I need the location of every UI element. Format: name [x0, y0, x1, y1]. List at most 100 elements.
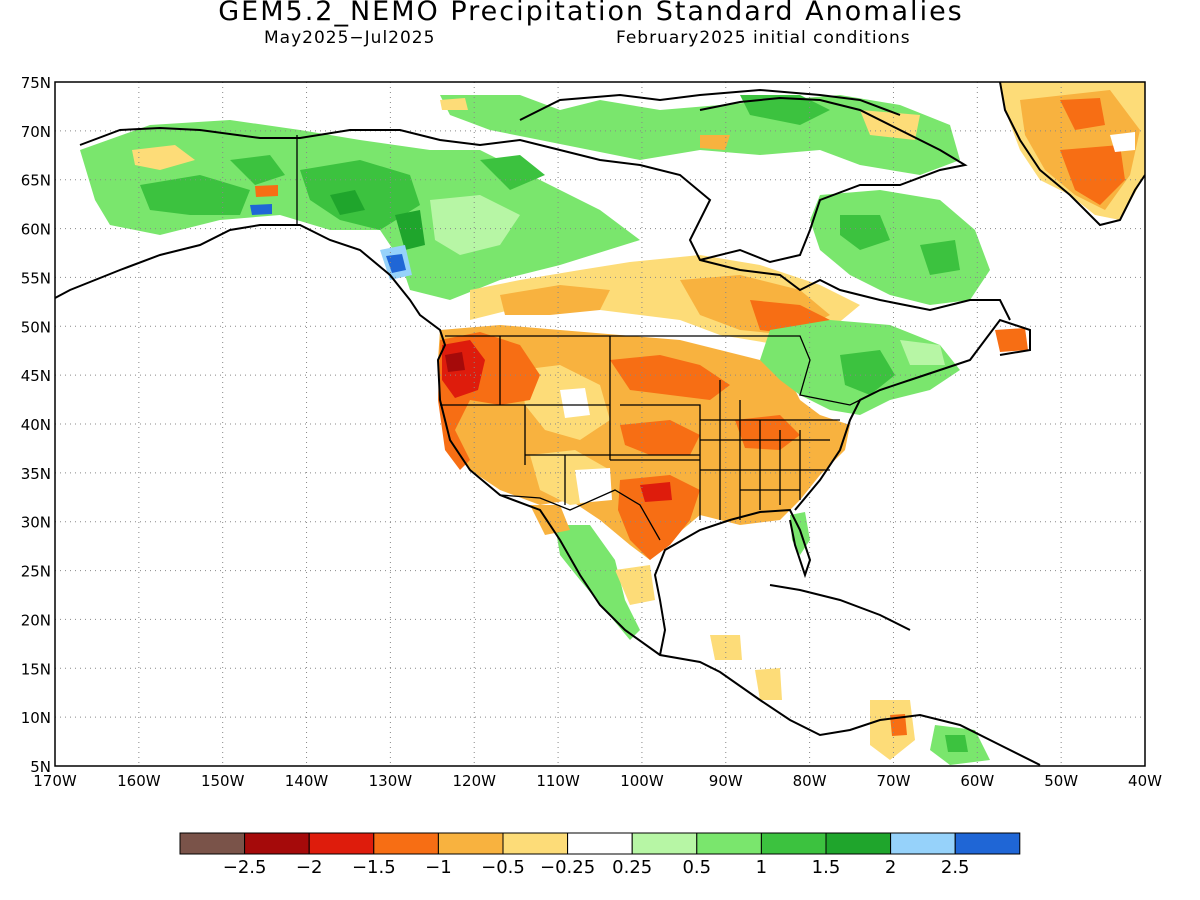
colorbar-swatch	[437, 832, 504, 855]
boundary	[499, 489, 661, 541]
colorbar-label: −2.5	[223, 857, 267, 878]
coastline	[55, 224, 1041, 766]
colorbar-label: 1	[756, 857, 767, 878]
colorbar-swatch	[567, 832, 633, 855]
latitude-axis: 75N 70N 65N 60N 55N 50N 45N 40N 35N 30N 25N 20N 15N 1…	[21, 74, 51, 776]
coastline	[79, 126, 1011, 321]
colorbar-label: −2	[296, 857, 323, 878]
anomaly-region	[618, 475, 700, 560]
longitude-tick-label: 170W	[33, 772, 77, 790]
anomaly-region	[1110, 132, 1135, 152]
anomaly-region	[610, 355, 730, 400]
anomaly-region	[620, 420, 700, 455]
anomaly-region	[555, 525, 640, 640]
longitude-tick-label: 90W	[709, 772, 743, 790]
latitude-tick-label: 65N	[21, 172, 51, 190]
coastline	[699, 96, 968, 264]
latitude-tick-label: 60N	[21, 221, 51, 239]
anomaly-region	[386, 254, 406, 273]
colorbar-swatch	[373, 832, 439, 855]
anomaly-region	[735, 415, 800, 450]
colorbar-swatch	[696, 832, 762, 855]
anomaly-region	[395, 210, 425, 250]
longitude-tick-label: 70W	[877, 772, 911, 790]
colorbar-label: 2	[885, 857, 896, 878]
longitude-axis: 170W 160W 150W 140W 130W 120W 110W 100W 90W 80W 70…	[33, 772, 1162, 790]
latitude-tick-label: 50N	[21, 318, 51, 336]
latitude-tick-label: 10N	[21, 709, 51, 727]
map-title: GEM5.2_NEMO Precipitation Standard Anoma…	[218, 0, 964, 27]
latitude-tick-label: 15N	[21, 660, 51, 678]
anomaly-region	[920, 240, 960, 275]
anomaly-region	[575, 468, 612, 503]
latitude-tick-label: 45N	[21, 367, 51, 385]
colorbar-swatch	[179, 832, 246, 855]
map-frame	[54, 81, 1146, 767]
anomaly-region	[132, 145, 195, 170]
anomaly-region	[995, 328, 1028, 352]
longitude-tick-label: 80W	[793, 772, 827, 790]
anomaly-region	[530, 505, 570, 535]
coastline	[769, 584, 911, 631]
colorbar-label: −0.5	[481, 857, 525, 878]
anomaly-region	[740, 95, 830, 125]
longitude-tick-label: 120W	[452, 772, 496, 790]
coastline	[999, 82, 1145, 227]
initial-conditions-label: February2025 initial conditions	[616, 28, 911, 48]
anomaly-region	[480, 155, 545, 190]
anomaly-region	[560, 388, 590, 418]
anomaly-region	[840, 215, 890, 250]
longitude-tick-label: 130W	[369, 772, 413, 790]
latitude-tick-label: 75N	[21, 74, 51, 92]
longitude-tick-label: 150W	[201, 772, 245, 790]
anomaly-region	[445, 352, 465, 372]
longitude-tick-label: 50W	[1044, 772, 1078, 790]
political-boundaries	[296, 135, 861, 541]
anomaly-region	[500, 285, 610, 315]
colorbar-label: 0.25	[612, 857, 652, 878]
boundary	[445, 335, 861, 406]
anomaly-region	[945, 735, 968, 752]
latitude-tick-label: 55N	[21, 269, 51, 287]
latitude-tick-label: 70N	[21, 123, 51, 141]
anomaly-region	[250, 204, 272, 215]
anomaly-region	[700, 135, 730, 150]
latitude-tick-label: 40N	[21, 416, 51, 434]
anomaly-field	[80, 82, 1145, 765]
colorbar-swatch	[890, 832, 956, 855]
forecast-period: May2025−Jul2025	[264, 28, 436, 48]
anomaly-region	[230, 155, 285, 185]
anomaly-region	[430, 195, 520, 255]
latitude-tick-label: 35N	[21, 465, 51, 483]
longitude-tick-label: 60W	[960, 772, 994, 790]
colorbar-label: −0.25	[540, 857, 595, 878]
anomaly-region	[840, 350, 895, 395]
longitude-tick-label: 160W	[117, 772, 161, 790]
colorbar: −2.5 −2 −1.5 −1 −0.5 −0.25 0.25 0.5 1 1.5 2 2.5	[179, 832, 1021, 878]
latitude-tick-label: 30N	[21, 514, 51, 532]
colorbar-swatch	[825, 832, 892, 855]
anomaly-region	[255, 185, 278, 197]
colorbar-swatch	[631, 832, 698, 855]
colorbar-label: 1.5	[812, 857, 841, 878]
coastline	[794, 318, 1031, 511]
colorbar-label: −1.5	[352, 857, 396, 878]
colorbar-label: 2.5	[941, 857, 970, 878]
anomaly-region	[1060, 145, 1125, 205]
coastlines	[55, 82, 1145, 766]
coastline	[653, 508, 812, 656]
boundary	[440, 336, 840, 520]
anomaly-region	[1060, 98, 1105, 130]
anomaly-region	[140, 175, 250, 215]
colorbar-swatch	[502, 832, 569, 855]
colorbar-swatch	[760, 832, 827, 855]
graticule	[55, 82, 1145, 766]
latitude-tick-label: 20N	[21, 611, 51, 629]
latitude-tick-label: 5N	[30, 758, 51, 776]
colorbar-label: 0.5	[682, 857, 711, 878]
colorbar-label: −1	[425, 857, 452, 878]
latitude-tick-label: 25N	[21, 563, 51, 581]
longitude-tick-label: 40W	[1128, 772, 1162, 790]
anomaly-region	[640, 482, 672, 502]
